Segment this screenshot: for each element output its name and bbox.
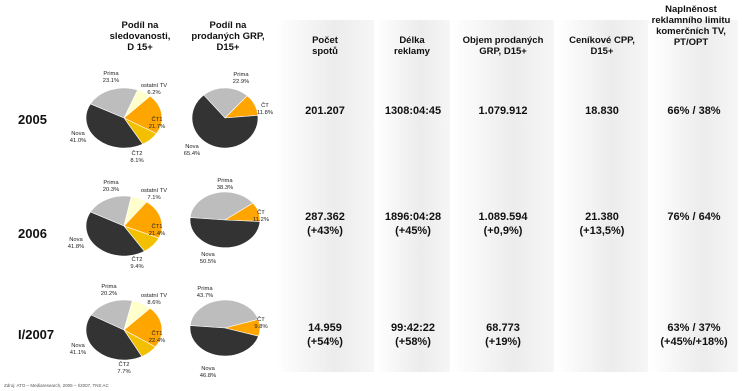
pie-label-ct1: ČT1 21.7% (148, 117, 166, 130)
length-2006: 1896:04:28 (+45%) (384, 211, 442, 237)
spots-2006: 287.362 (+43%) (305, 211, 345, 237)
header-spots: Počet spotů (312, 35, 338, 57)
pie-grp-2007 (189, 299, 261, 357)
pie-label-nova: Nova 46.8% (199, 366, 217, 379)
pie-label-prima: Prima 23.1% (102, 71, 120, 84)
header-grp-volume: Objem prodaných GRP, D15+ (462, 35, 544, 57)
spots-2007: 14.959 (+54%) (307, 322, 343, 348)
column-band-limit (650, 20, 738, 372)
pie-label-ct2: ČT2 9.4% (130, 257, 144, 270)
pie-slice-nova (85, 103, 144, 149)
pie-label-nova: Nova 65.4% (183, 144, 201, 157)
pie-label-prima: Prima 43.7% (196, 286, 214, 299)
column-band-cpp (556, 20, 648, 372)
pie-slice-nova (191, 94, 259, 149)
pie-label-ostatni: ostatní TV 7.1% (140, 188, 168, 201)
pie-slice-čt1 (123, 95, 163, 135)
pie-slice-nova (189, 325, 259, 357)
cpp-2005: 18.830 (585, 105, 619, 117)
pie-slice-prima (203, 87, 248, 119)
pie-label-ostatni: ostatní TV 6.2% (140, 83, 168, 96)
pie-audience-2006 (85, 195, 163, 257)
pie-label-ct2: ČT2 8.1% (130, 151, 144, 164)
pie-slice-čt1 (123, 307, 163, 348)
header-limit: Naplněnost reklamního limitu komerčních … (651, 4, 731, 48)
pie-audience-2005 (85, 87, 163, 149)
limit-2007: 63% / 37% (+45%/+18%) (660, 322, 728, 348)
pie-label-ct2: ČT2 7.7% (117, 362, 131, 375)
grp-2005: 1.079.912 (478, 105, 528, 117)
length-2005: 1308:04:45 (384, 105, 442, 117)
pie-label-ct: ČT 9.8% (254, 317, 268, 330)
pie-grp-2006 (189, 191, 261, 249)
row-year-2006: 2006 (18, 226, 47, 241)
limit-2006: 76% / 64% (667, 211, 721, 223)
header-audience-share: Podíl na sledovanosti, D 15+ (109, 20, 171, 53)
pie-label-nova: Nova 41.8% (67, 237, 85, 250)
pie-label-ct: ČT 11.2% (252, 210, 269, 223)
source-note: Zdroj: ATO – Mediaresearch, 2005 – I/200… (4, 383, 109, 388)
pie-label-ct1: ČT1 22.4% (148, 331, 166, 344)
column-band-spots (276, 20, 374, 372)
pie-slice-nova (85, 314, 143, 361)
length-2007: 99:42:22 (+58%) (390, 322, 436, 348)
pie-audience-2007 (85, 299, 163, 361)
column-band-length (376, 20, 450, 372)
pie-label-ct1: ČT1 21.4% (148, 224, 166, 237)
row-year-2005: 2005 (18, 112, 47, 127)
pie-slice-nova (189, 217, 261, 249)
row-year-2007: I/2007 (18, 327, 55, 342)
pie-label-prima: Prima 20.3% (102, 180, 120, 193)
pie-label-prima: Prima 20.2% (100, 284, 118, 297)
header-cpp: Ceníkové CPP, D15+ (569, 35, 635, 57)
pie-label-nova: Nova 41.0% (69, 131, 87, 144)
pie-grp-2005 (191, 87, 259, 149)
pie-label-nova: Nova 41.1% (69, 343, 87, 356)
pie-slice-prima (89, 195, 132, 227)
pie-label-nova: Nova 50.5% (199, 252, 217, 265)
pie-label-prima: Prima 22.9% (232, 72, 250, 85)
grp-2007: 68.773 (+19%) (485, 322, 521, 348)
pie-label-ostatni: ostatní TV 8.6% (140, 293, 168, 306)
grp-2006: 1.089.594 (+0,9%) (478, 211, 528, 237)
pie-slice-prima (189, 299, 259, 329)
header-grp-share: Podíl na prodaných GRP, D15+ (191, 20, 265, 53)
spots-2005: 201.207 (305, 105, 345, 117)
pie-label-ct: ČT 11.8% (256, 103, 273, 116)
limit-2005: 66% / 38% (667, 105, 721, 117)
cpp-2006: 21.380 (+13,5%) (579, 211, 625, 237)
pie-slice-prima (189, 191, 254, 221)
pie-label-prima: Prima 38.3% (216, 178, 234, 191)
header-length: Délka reklamy (394, 35, 430, 57)
column-band-grp (452, 20, 554, 372)
pie-slice-prima (89, 87, 139, 119)
pie-slice-prima (90, 299, 133, 331)
pie-slice-nova (85, 211, 145, 257)
